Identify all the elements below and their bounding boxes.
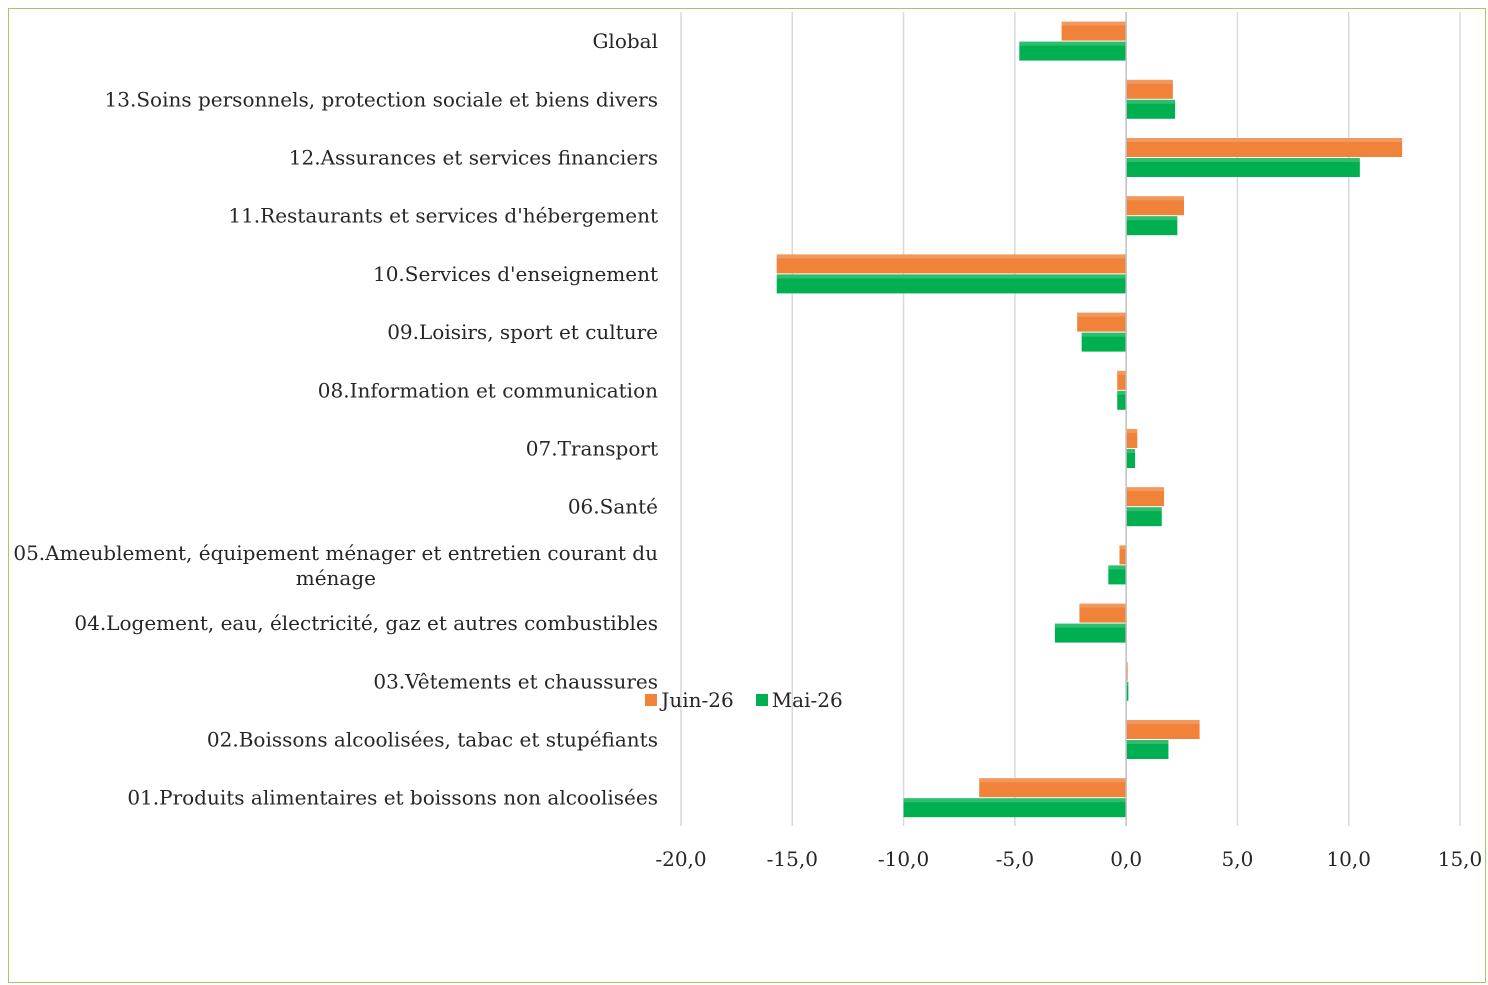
- bar-highlight: [1126, 507, 1162, 512]
- bar-mai: [776, 274, 1127, 294]
- chart-frame: [8, 8, 1486, 983]
- bar-juin: [1119, 545, 1127, 565]
- bar-mai: [1126, 216, 1178, 236]
- bar-mai: [1019, 41, 1127, 61]
- bar-juin: [1126, 196, 1185, 216]
- bar-highlight: [1126, 216, 1178, 221]
- bar-highlight: [1081, 332, 1127, 337]
- bar-highlight: [1117, 370, 1127, 375]
- bar-juin: [1126, 429, 1138, 448]
- bar-juin: [1126, 138, 1403, 157]
- legend-label-juin: Juin-26: [661, 688, 734, 712]
- bar-highlight: [1079, 603, 1127, 608]
- bar-highlight: [1126, 449, 1136, 453]
- legend-item-juin: Juin-26: [645, 688, 734, 712]
- bar-juin: [776, 254, 1127, 274]
- bar-mai: [1117, 390, 1127, 410]
- x-tick-label: 0,0: [1110, 847, 1142, 871]
- bar-highlight: [979, 778, 1127, 783]
- tick-labels: -20,0 -15,0 -10,0 -5,0 0,0 5,0 10,0 15,0: [655, 847, 1482, 871]
- category-label: 03.Vêtements et chaussures: [373, 669, 658, 693]
- bar-highlight: [776, 254, 1127, 259]
- category-label: Global: [592, 29, 658, 53]
- x-tick-label: 10,0: [1326, 847, 1371, 871]
- bar-highlight: [1126, 196, 1185, 201]
- bar-mai: [1126, 681, 1129, 701]
- bar-mai: [1126, 449, 1136, 468]
- bar-highlight: [1126, 158, 1360, 162]
- x-tick-label: -5,0: [996, 847, 1035, 871]
- bar-mai: [1081, 332, 1127, 352]
- legend-swatch-juin: [645, 694, 658, 706]
- category-label: 13.Soins personnels, protection sociale …: [105, 87, 658, 111]
- bar-highlight: [776, 274, 1127, 279]
- bar-mai: [1108, 565, 1127, 585]
- x-tick-label: -10,0: [878, 847, 929, 871]
- bar-highlight: [1126, 138, 1403, 142]
- bar-juin: [1061, 21, 1127, 41]
- bar-mai: [903, 798, 1127, 818]
- bar-juin: [1126, 720, 1200, 739]
- bar-highlight: [1126, 99, 1176, 104]
- category-label: 10.Services d'enseignement: [373, 262, 658, 286]
- category-label: 01.Produits alimentaires et boissons non…: [127, 786, 658, 810]
- category-label: 05.Ameublement, équipement ménager et en…: [13, 541, 658, 590]
- bar-mai: [1126, 99, 1176, 119]
- legend-swatch-mai: [755, 694, 768, 706]
- bar-mai: [1054, 623, 1127, 643]
- bar-juin: [1079, 603, 1127, 623]
- x-tick-label: -20,0: [655, 847, 706, 871]
- bar-juin: [979, 778, 1127, 798]
- bar-juin: [1077, 312, 1127, 332]
- category-label: 04.Logement, eau, électricité, gaz et au…: [74, 611, 658, 635]
- legend-item-mai: Mai-26: [755, 688, 843, 712]
- bar-highlight: [1126, 79, 1173, 84]
- bar-highlight: [1126, 487, 1164, 492]
- category-label: 07.Transport: [526, 437, 658, 461]
- category-label: 02.Boissons alcoolisées, tabac et stupéf…: [207, 728, 658, 752]
- bar-highlight: [1061, 21, 1127, 26]
- bar-juin: [1126, 487, 1164, 507]
- category-label: 08.Information et communication: [318, 378, 658, 402]
- category-labels: Global 13.Soins personnels, protection so…: [13, 29, 658, 810]
- category-label: 12.Assurances et services financiers: [289, 146, 658, 170]
- bar-highlight: [1054, 623, 1127, 628]
- bar-highlight: [1126, 720, 1200, 724]
- bar-mai: [1126, 507, 1162, 527]
- bars: [776, 21, 1403, 818]
- x-tick-label: 5,0: [1222, 847, 1254, 871]
- bar-highlight: [1077, 312, 1127, 317]
- bar-highlight: [1117, 390, 1127, 395]
- bar-highlight: [1126, 429, 1138, 433]
- bar-mai: [1126, 740, 1169, 759]
- bar-highlight: [1119, 545, 1127, 550]
- bar-highlight: [1126, 681, 1129, 686]
- category-label: 09.Loisirs, sport et culture: [387, 320, 658, 344]
- x-tick-label: 15,0: [1438, 847, 1483, 871]
- category-label: 11.Restaurants et services d'hébergement: [228, 204, 658, 228]
- bar-highlight: [1108, 565, 1127, 570]
- bar-mai: [1126, 158, 1360, 177]
- x-tick-label: -15,0: [767, 847, 818, 871]
- bar-juin: [1126, 79, 1173, 99]
- bar-highlight: [1019, 41, 1127, 46]
- category-label: 06.Santé: [568, 495, 658, 519]
- bar-juin: [1117, 370, 1127, 390]
- legend-label-mai: Mai-26: [771, 688, 843, 712]
- legend: Juin-26 Mai-26: [0, 688, 1488, 712]
- bar-highlight: [1126, 740, 1169, 744]
- bar-highlight: [903, 798, 1127, 803]
